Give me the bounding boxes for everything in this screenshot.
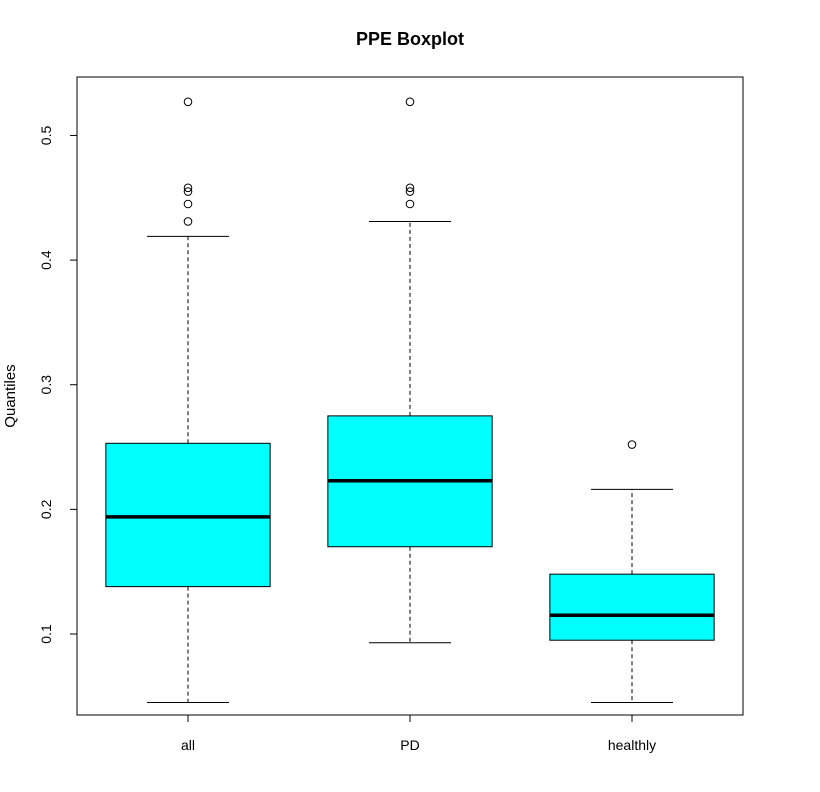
outlier-point [183,97,193,107]
boxes-layer [105,97,715,704]
outlier-point [627,440,637,449]
outlier-point [405,183,415,193]
y-axis-label: Quantiles [2,364,19,427]
outlier-point [183,199,193,209]
box-group-PD [327,97,493,644]
y-axis: 0.1 0.2 0.3 0.4 0.5 [38,126,78,644]
iqr-box [549,573,715,641]
box-group-healthly [549,440,715,704]
y-tick-label: 0.1 [38,624,54,644]
box-group-all [105,97,271,704]
outlier-point [183,183,193,193]
outlier-point [183,217,193,226]
outlier-point [405,187,415,196]
outlier-point [405,97,415,107]
iqr-box [105,442,271,588]
chart-title: PPE Boxplot [356,29,464,49]
y-tick-label: 0.5 [38,126,54,146]
x-tick-label: all [181,737,195,753]
x-axis: all PD healthly [181,714,656,753]
y-tick-label: 0.2 [38,499,54,519]
y-tick-label: 0.3 [38,375,54,395]
outlier-point [405,199,415,209]
x-tick-label: healthly [608,737,656,753]
x-tick-label: PD [400,737,419,753]
outlier-point [183,187,193,196]
y-tick-label: 0.4 [38,250,54,270]
